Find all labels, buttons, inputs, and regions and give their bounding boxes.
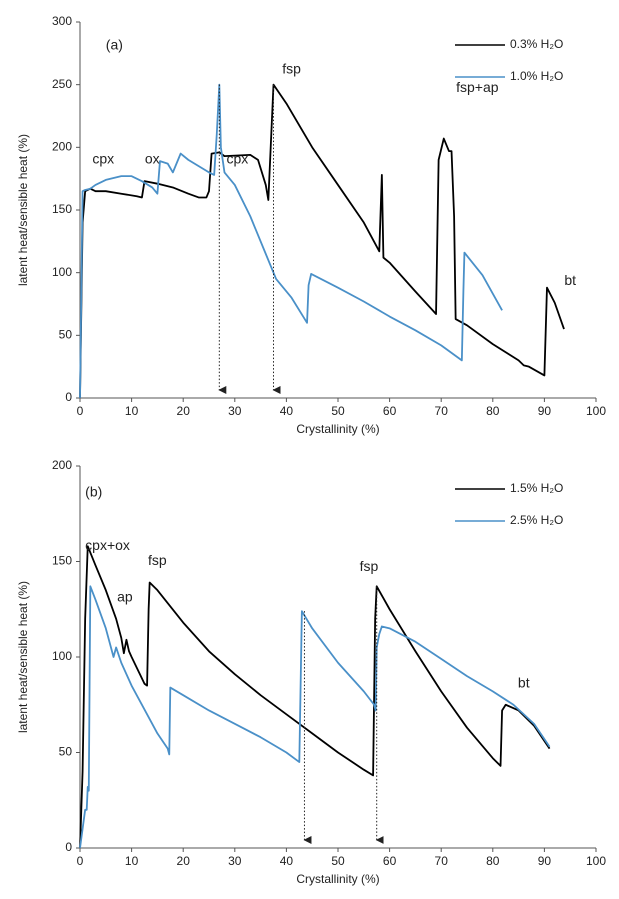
annotation: (a) bbox=[106, 37, 123, 53]
legend-label: 1.0% H₂O bbox=[510, 69, 563, 83]
x-axis-label: Crystallinity (%) bbox=[296, 872, 379, 886]
y-tick-label: 0 bbox=[65, 840, 72, 854]
x-tick-label: 10 bbox=[125, 404, 139, 418]
x-tick-label: 60 bbox=[383, 854, 397, 868]
annotation: fsp bbox=[360, 558, 379, 574]
y-tick-label: 150 bbox=[52, 554, 72, 568]
y-tick-label: 0 bbox=[65, 390, 72, 404]
x-axis-label: Crystallinity (%) bbox=[296, 422, 379, 436]
annotation: (b) bbox=[85, 483, 102, 499]
x-tick-label: 50 bbox=[331, 404, 345, 418]
annotation: cpx bbox=[226, 151, 248, 167]
y-tick-label: 100 bbox=[52, 649, 72, 663]
legend-label: 1.5% H₂O bbox=[510, 481, 563, 495]
x-tick-label: 40 bbox=[280, 854, 294, 868]
annotation: ap bbox=[117, 588, 133, 604]
annotation: ox bbox=[145, 151, 160, 167]
annotation: cpx+ox bbox=[85, 537, 130, 553]
x-tick-label: 70 bbox=[435, 404, 449, 418]
annotation: bt bbox=[564, 272, 576, 288]
y-axis-label: latent heat/sensible heat (%) bbox=[16, 134, 30, 286]
x-tick-label: 50 bbox=[331, 854, 345, 868]
y-tick-label: 150 bbox=[52, 202, 72, 216]
x-tick-label: 0 bbox=[77, 854, 84, 868]
x-tick-label: 30 bbox=[228, 854, 242, 868]
y-tick-label: 200 bbox=[52, 458, 72, 472]
series-line bbox=[79, 545, 551, 849]
legend-label: 2.5% H₂O bbox=[510, 513, 563, 527]
series-line bbox=[79, 83, 503, 399]
x-tick-label: 40 bbox=[280, 404, 294, 418]
x-tick-label: 20 bbox=[177, 854, 191, 868]
y-tick-label: 200 bbox=[52, 140, 72, 154]
x-tick-label: 100 bbox=[586, 854, 606, 868]
x-tick-label: 70 bbox=[435, 854, 449, 868]
annotation: cpx bbox=[92, 151, 114, 167]
x-tick-label: 100 bbox=[586, 404, 606, 418]
annotation: fsp bbox=[282, 60, 301, 76]
y-tick-label: 50 bbox=[59, 328, 73, 342]
x-tick-label: 80 bbox=[486, 404, 500, 418]
x-tick-label: 90 bbox=[538, 404, 552, 418]
x-tick-label: 10 bbox=[125, 854, 139, 868]
x-tick-label: 0 bbox=[77, 404, 84, 418]
series-line bbox=[79, 585, 551, 849]
x-tick-label: 80 bbox=[486, 854, 500, 868]
x-tick-label: 20 bbox=[177, 404, 191, 418]
y-tick-label: 100 bbox=[52, 265, 72, 279]
x-tick-label: 60 bbox=[383, 404, 397, 418]
y-tick-label: 250 bbox=[52, 77, 72, 91]
legend-label: 0.3% H₂O bbox=[510, 37, 563, 51]
annotation: fsp+ap bbox=[456, 79, 499, 95]
y-axis-label: latent heat/sensible heat (%) bbox=[16, 581, 30, 733]
annotation: bt bbox=[518, 674, 530, 690]
annotation: fsp bbox=[148, 552, 167, 568]
series-line bbox=[79, 83, 565, 399]
y-tick-label: 50 bbox=[59, 745, 73, 759]
x-tick-label: 90 bbox=[538, 854, 552, 868]
y-tick-label: 300 bbox=[52, 14, 72, 28]
x-tick-label: 30 bbox=[228, 404, 242, 418]
